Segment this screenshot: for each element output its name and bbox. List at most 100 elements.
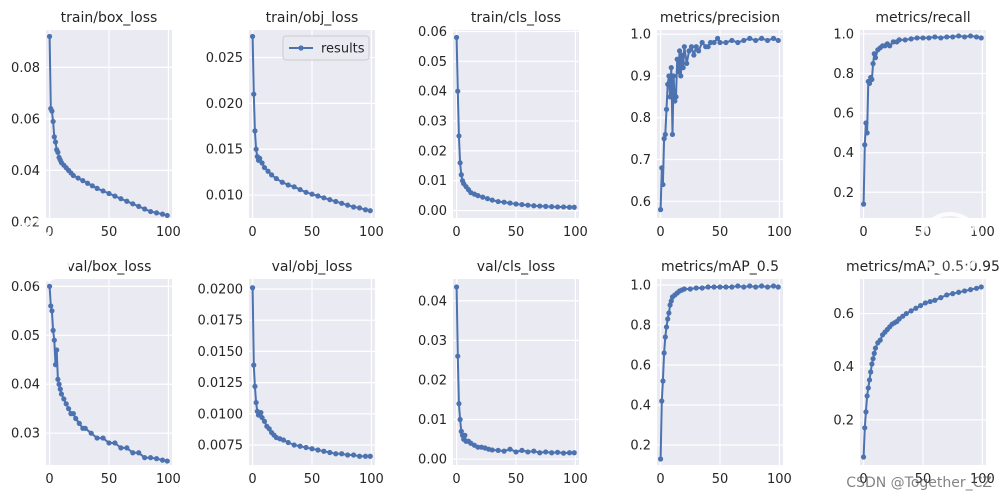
y-tick-label: 0.0200 — [198, 282, 244, 297]
data-point — [351, 452, 357, 458]
data-point — [303, 189, 309, 195]
data-point — [315, 447, 321, 453]
data-point — [913, 305, 919, 311]
data-point — [900, 313, 906, 319]
data-point — [51, 134, 57, 140]
data-point — [52, 139, 59, 145]
prev-image-button[interactable] — [10, 218, 74, 282]
data-point — [456, 133, 462, 139]
data-point — [914, 35, 920, 41]
data-point — [944, 292, 950, 298]
next-image-button[interactable] — [918, 212, 982, 276]
data-point — [662, 334, 668, 340]
chart-panel: 0 50 100 0.0075 0.0100 0.0125 0.0150 0.0175 0.02… — [198, 259, 384, 487]
data-point — [124, 198, 130, 204]
data-point — [50, 327, 56, 333]
data-point — [705, 284, 711, 290]
data-point — [678, 73, 684, 79]
data-point — [291, 184, 297, 190]
data-point — [112, 440, 118, 446]
data-point — [711, 284, 717, 290]
data-point — [870, 356, 876, 362]
data-point — [668, 298, 674, 304]
data-point — [711, 39, 717, 46]
data-point — [871, 350, 877, 356]
data-point — [896, 316, 902, 322]
data-point — [285, 439, 291, 446]
data-point — [870, 61, 876, 67]
x-tick-label: 100 — [359, 225, 384, 240]
data-point — [345, 452, 351, 458]
data-point — [868, 369, 874, 375]
data-point — [759, 283, 765, 289]
data-point — [82, 425, 88, 431]
data-point — [153, 210, 160, 216]
data-point — [57, 386, 63, 392]
data-point — [869, 76, 875, 83]
data-point — [367, 453, 373, 459]
data-point — [80, 178, 86, 184]
chart-title: train/obj_loss — [266, 10, 359, 26]
x-tick-label: 100 — [563, 472, 588, 487]
data-point — [775, 284, 781, 290]
data-point — [501, 448, 507, 454]
data-point — [513, 201, 519, 207]
x-tick-label: 50 — [304, 225, 321, 240]
data-point — [70, 411, 76, 417]
data-point — [85, 180, 91, 186]
y-tick-label: 0.0100 — [198, 407, 244, 422]
data-point — [489, 447, 495, 453]
data-point — [456, 401, 462, 407]
data-point — [268, 172, 275, 178]
data-point — [918, 302, 924, 309]
data-point — [549, 450, 555, 456]
data-point — [707, 39, 714, 46]
y-tick-label: 0.03 — [11, 427, 40, 442]
data-point — [967, 33, 974, 39]
data-point — [723, 284, 729, 290]
y-tick-label: 0.2 — [630, 439, 651, 454]
data-point — [136, 203, 142, 210]
data-point — [860, 201, 867, 207]
data-point — [362, 453, 369, 459]
y-tick-label: 0.8 — [833, 67, 854, 82]
data-point — [699, 285, 705, 291]
data-point — [902, 37, 908, 43]
data-point — [571, 204, 577, 210]
data-point — [453, 284, 460, 290]
data-point — [660, 181, 666, 188]
data-point — [339, 451, 345, 457]
data-point — [130, 201, 136, 207]
data-point — [65, 406, 72, 412]
chart-panel: 0 50 100 0.6 0.7 0.8 0.9 1.0 metrics/precision — [630, 10, 792, 240]
data-point — [142, 206, 148, 212]
data-point — [668, 65, 674, 71]
data-point — [537, 450, 543, 456]
y-tick-label: 0.0075 — [198, 439, 244, 454]
data-point — [339, 200, 345, 206]
data-point — [555, 449, 561, 455]
y-tick-label: 1.0 — [630, 279, 651, 294]
data-point — [775, 37, 781, 44]
data-point — [253, 146, 259, 152]
x-tick-label: 0 — [248, 225, 256, 240]
data-point — [877, 337, 883, 343]
data-point — [297, 443, 303, 449]
data-point — [321, 195, 327, 201]
data-point — [723, 39, 729, 46]
chart-panel: 0 50 100 0.2 0.4 0.6 0.8 1.0 metrics/mAP_0.5 — [630, 259, 792, 487]
y-tick-label: 0.0175 — [198, 314, 244, 329]
y-tick-label: 0.06 — [11, 280, 40, 295]
data-point — [55, 376, 61, 382]
x-tick-label: 100 — [156, 225, 181, 240]
x-tick-label: 100 — [767, 225, 792, 240]
data-point — [513, 449, 519, 455]
chart-title: train/cls_loss — [471, 10, 561, 26]
data-point — [106, 190, 112, 197]
data-point — [967, 287, 974, 293]
data-point — [100, 435, 106, 441]
data-point — [136, 450, 142, 456]
data-point — [76, 420, 82, 426]
